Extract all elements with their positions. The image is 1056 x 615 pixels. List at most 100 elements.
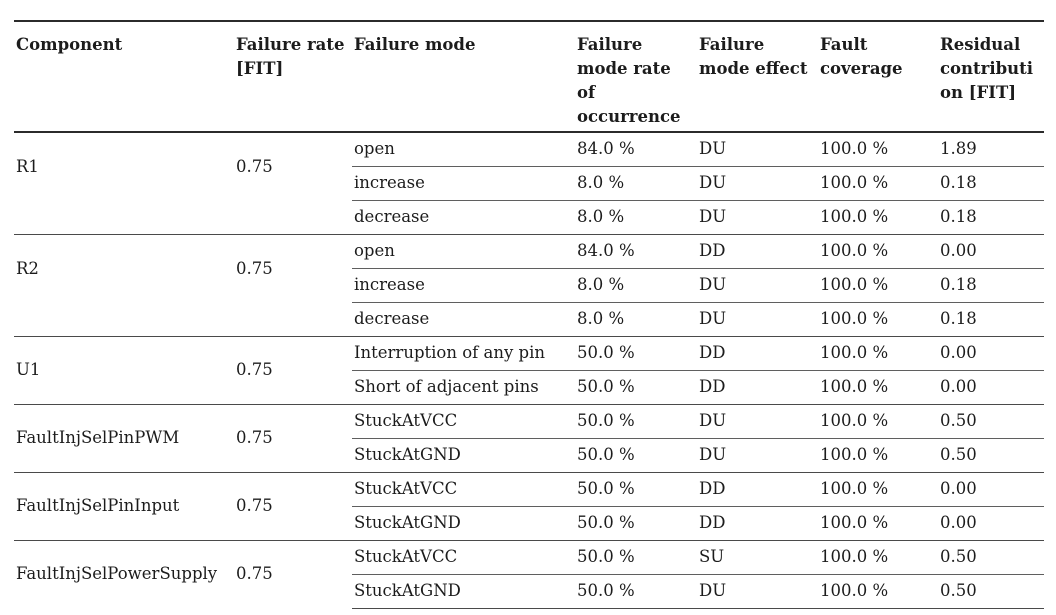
effect-cell: DD — [697, 472, 818, 507]
residual-cell: 0.50 — [938, 540, 1044, 575]
component-cell: FaultInjSelPinPWM — [14, 404, 234, 473]
effect-cell: DU — [697, 574, 818, 609]
coverage-cell: 100.0 % — [818, 506, 938, 541]
failure-mode-cell: StuckAtGND — [352, 506, 575, 541]
table-row: StuckAtGND 50.0 % DU 100.0 % 0.50 — [14, 438, 1044, 473]
failure-mode-cell: increase — [352, 166, 575, 201]
table-row: FaultInjSelPowerSupply 0.75 StuckAtVCC 5… — [14, 540, 1044, 609]
coverage-cell: 100.0 % — [818, 574, 938, 609]
failure-mode-cell: open — [352, 131, 575, 167]
header-row: Component Failure rate [FIT] Failure mod… — [14, 21, 1044, 133]
effect-cell: DU — [697, 268, 818, 303]
residual-cell: 0.50 — [938, 574, 1044, 609]
coverage-cell: 100.0 % — [818, 166, 938, 201]
failure-mode-cell: StuckAtGND — [352, 574, 575, 609]
failure-mode-cell: open — [352, 234, 575, 269]
effect-cell: DU — [697, 200, 818, 235]
col-header-component: Component — [14, 21, 234, 133]
failure-mode-cell: decrease — [352, 200, 575, 235]
occurrence-cell: 50.0 % — [575, 574, 697, 609]
table-row: decrease 8.0 % DU 100.0 % 0.18 — [14, 302, 1044, 337]
effect-cell: DU — [697, 404, 818, 439]
effect-cell: SU — [697, 540, 818, 575]
residual-cell: 0.00 — [938, 336, 1044, 371]
coverage-cell: 100.0 % — [818, 336, 938, 371]
coverage-cell: 100.0 % — [818, 268, 938, 303]
col-header-failure-rate: Failure rate [FIT] — [234, 21, 352, 133]
residual-cell: 0.00 — [938, 506, 1044, 541]
coverage-cell: 100.0 % — [818, 200, 938, 235]
effect-cell: DU — [697, 302, 818, 337]
occurrence-cell: 50.0 % — [575, 370, 697, 405]
failure-rate-cell: 0.75 — [234, 404, 352, 473]
failure-rate-cell: 0.75 — [234, 540, 352, 609]
failure-mode-cell: StuckAtGND — [352, 438, 575, 473]
residual-cell: 0.00 — [938, 472, 1044, 507]
occurrence-cell: 8.0 % — [575, 268, 697, 303]
residual-cell: 0.18 — [938, 302, 1044, 337]
occurrence-cell: 50.0 % — [575, 472, 697, 507]
table-row: Short of adjacent pins 50.0 % DD 100.0 %… — [14, 370, 1044, 405]
col-header-residual: Residual contribution [FIT] — [938, 21, 1044, 133]
col-header-fault-coverage: Fault coverage — [818, 21, 938, 133]
residual-cell: 0.50 — [938, 404, 1044, 439]
failure-mode-cell: increase — [352, 268, 575, 303]
coverage-cell: 100.0 % — [818, 302, 938, 337]
col-header-failure-mode: Failure mode — [352, 21, 575, 133]
effect-cell: DD — [697, 370, 818, 405]
residual-cell: 0.18 — [938, 200, 1044, 235]
table-row: R1 0.75 open 84.0 % DU 100.0 % 1.89 — [14, 131, 1044, 235]
table-row: R2 0.75 open 84.0 % DD 100.0 % 0.00 — [14, 234, 1044, 337]
component-cell: FaultInjSelPinInput — [14, 472, 234, 541]
residual-cell: 0.18 — [938, 166, 1044, 201]
table-row: decrease 8.0 % DU 100.0 % 0.18 — [14, 200, 1044, 235]
col-header-occurrence: Failure mode rate of occurrence — [575, 21, 697, 133]
residual-cell: 1.89 — [938, 131, 1044, 167]
col-header-effect: Failure mode effect — [697, 21, 818, 133]
failure-rate-cell: 0.75 — [234, 472, 352, 541]
table-row: FaultInjSelPinPWM 0.75 StuckAtVCC 50.0 %… — [14, 404, 1044, 473]
occurrence-cell: 50.0 % — [575, 506, 697, 541]
table-row: StuckAtGND 50.0 % DU 100.0 % 0.50 — [14, 574, 1044, 609]
occurrence-cell: 50.0 % — [575, 540, 697, 575]
effect-cell: DD — [697, 336, 818, 371]
failure-analysis-table-container: Component Failure rate [FIT] Failure mod… — [14, 20, 1044, 609]
component-cell: FaultInjSelPowerSupply — [14, 540, 234, 609]
effect-cell: DU — [697, 131, 818, 167]
coverage-cell: 100.0 % — [818, 234, 938, 269]
failure-mode-cell: decrease — [352, 302, 575, 337]
coverage-cell: 100.0 % — [818, 131, 938, 167]
table-row: StuckAtGND 50.0 % DD 100.0 % 0.00 — [14, 506, 1044, 541]
effect-cell: DU — [697, 438, 818, 473]
coverage-cell: 100.0 % — [818, 404, 938, 439]
failure-rate-cell: 0.75 — [234, 234, 352, 337]
coverage-cell: 100.0 % — [818, 472, 938, 507]
occurrence-cell: 84.0 % — [575, 131, 697, 167]
failure-rate-cell: 0.75 — [234, 131, 352, 235]
occurrence-cell: 50.0 % — [575, 336, 697, 371]
table-row: increase 8.0 % DU 100.0 % 0.18 — [14, 166, 1044, 201]
failure-mode-cell: StuckAtVCC — [352, 404, 575, 439]
table-row: increase 8.0 % DU 100.0 % 0.18 — [14, 268, 1044, 303]
residual-cell: 0.00 — [938, 370, 1044, 405]
failure-rate-cell: 0.75 — [234, 336, 352, 405]
effect-cell: DD — [697, 506, 818, 541]
coverage-cell: 100.0 % — [818, 540, 938, 575]
failure-mode-cell: StuckAtVCC — [352, 472, 575, 507]
residual-cell: 0.50 — [938, 438, 1044, 473]
residual-cell: 0.00 — [938, 234, 1044, 269]
occurrence-cell: 8.0 % — [575, 302, 697, 337]
occurrence-cell: 50.0 % — [575, 404, 697, 439]
component-cell: R2 — [14, 234, 234, 337]
residual-cell: 0.18 — [938, 268, 1044, 303]
coverage-cell: 100.0 % — [818, 438, 938, 473]
component-cell: U1 — [14, 336, 234, 405]
failure-mode-cell: Short of adjacent pins — [352, 370, 575, 405]
coverage-cell: 100.0 % — [818, 370, 938, 405]
table-row: U1 0.75 Interruption of any pin 50.0 % D… — [14, 336, 1044, 405]
table-row: FaultInjSelPinInput 0.75 StuckAtVCC 50.0… — [14, 472, 1044, 541]
component-cell: R1 — [14, 131, 234, 235]
failure-mode-cell: Interruption of any pin — [352, 336, 575, 371]
effect-cell: DU — [697, 166, 818, 201]
effect-cell: DD — [697, 234, 818, 269]
